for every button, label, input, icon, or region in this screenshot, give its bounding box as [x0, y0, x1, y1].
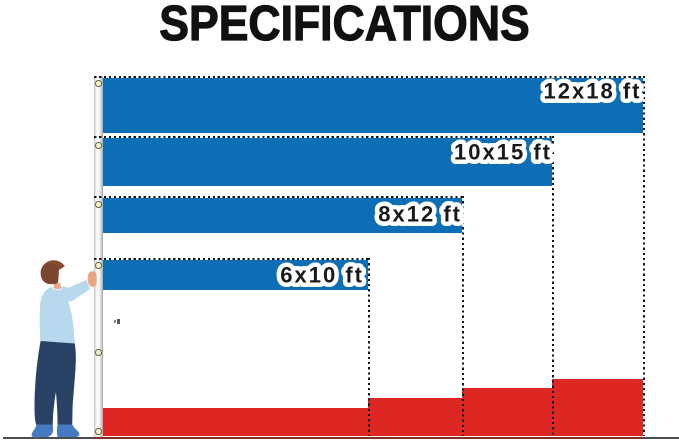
svg-text:12x18 ft: 12x18 ft	[544, 79, 642, 104]
svg-text:8x12 ft: 8x12 ft	[378, 202, 462, 227]
svg-text:10x15 ft: 10x15 ft	[454, 140, 552, 165]
svg-text:6x10 ft: 6x10 ft	[280, 263, 364, 288]
